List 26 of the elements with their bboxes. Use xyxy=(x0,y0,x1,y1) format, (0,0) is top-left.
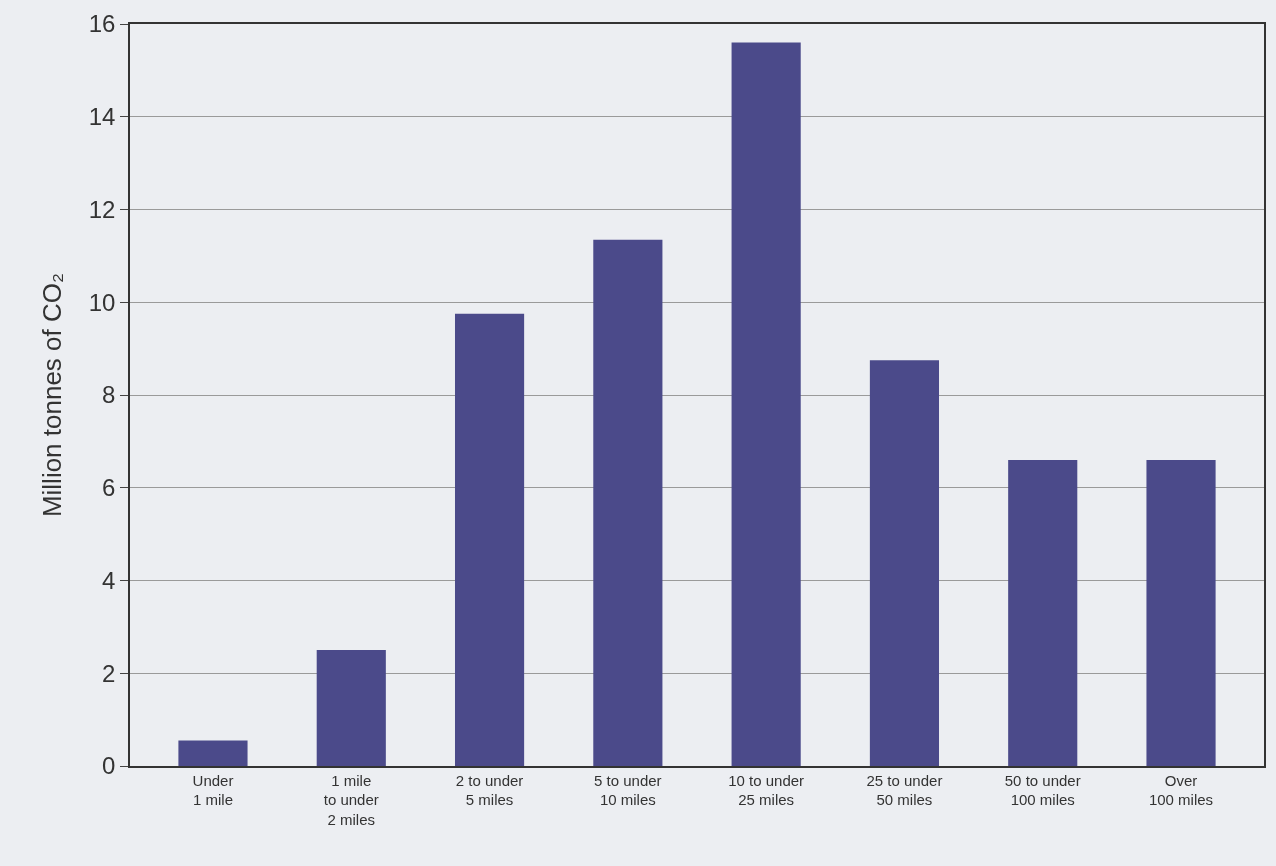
y-tick-label: 16 xyxy=(88,10,116,38)
bar xyxy=(316,650,386,766)
y-tick-label: 12 xyxy=(88,195,116,223)
x-tick-label: 1 mile to under 2 miles xyxy=(323,771,379,828)
x-tick-label: 50 to under 100 miles xyxy=(1004,771,1081,809)
x-tick-label: 25 to under 50 miles xyxy=(866,771,943,809)
bar xyxy=(1146,459,1216,766)
y-tick-label: 6 xyxy=(102,474,116,502)
bar xyxy=(731,42,801,766)
bar xyxy=(1008,459,1078,766)
x-tick-label: Over 100 miles xyxy=(1148,771,1214,809)
bar xyxy=(593,239,663,766)
y-tick-label: 4 xyxy=(102,566,116,594)
x-tick-label: 10 to under 25 miles xyxy=(728,771,805,809)
bar xyxy=(178,740,248,766)
y-axis-title: Million tonnes of CO₂ xyxy=(36,272,67,518)
y-tick-label: 0 xyxy=(102,752,116,780)
y-tick-label: 14 xyxy=(88,103,116,131)
x-tick-label: Under 1 mile xyxy=(192,771,234,809)
y-tick-label: 10 xyxy=(88,288,116,316)
y-tick-label: 8 xyxy=(102,381,116,409)
bar xyxy=(869,360,940,766)
y-tick-label: 2 xyxy=(102,659,116,687)
bar xyxy=(454,313,525,766)
x-tick-label: 2 to under 5 miles xyxy=(455,771,524,809)
x-tick-label: 5 to under 10 miles xyxy=(594,771,662,809)
